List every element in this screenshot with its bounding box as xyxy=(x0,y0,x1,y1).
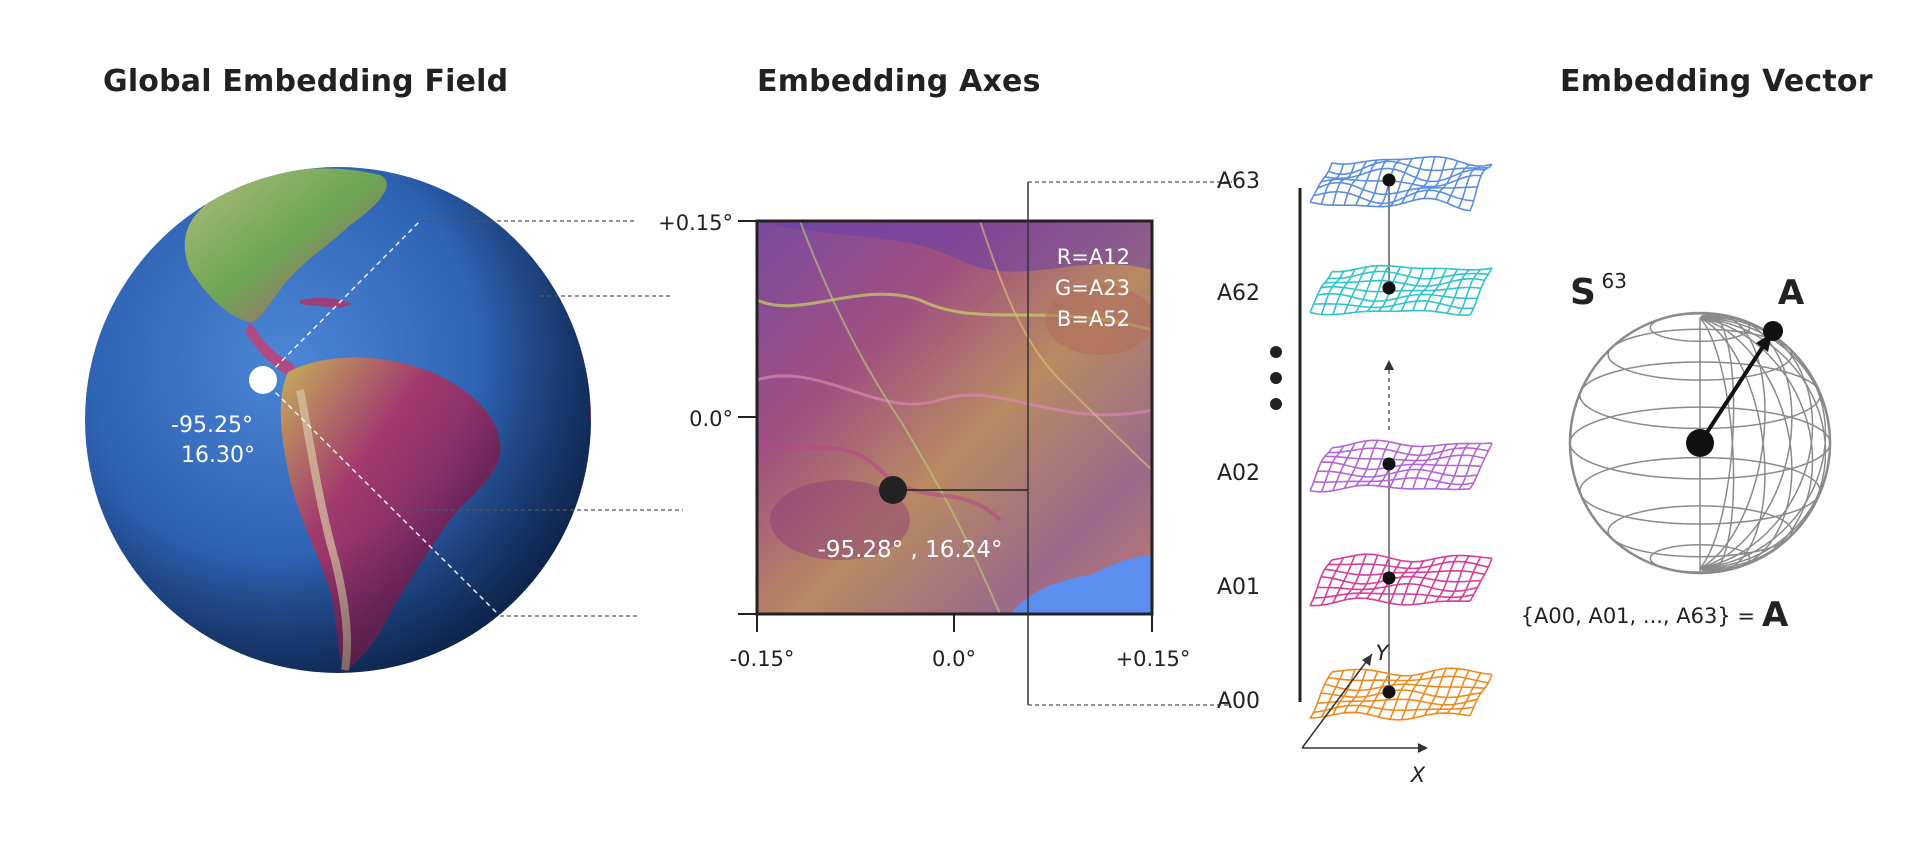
vector-origin-dot xyxy=(1686,429,1714,457)
globe-coord-lat: 16.30° xyxy=(181,443,255,468)
layer-dot-a01 xyxy=(1382,571,1396,585)
stack-y-axis xyxy=(1301,653,1373,749)
rgb-legend-g: G=A23 xyxy=(1055,276,1130,300)
layer-mesh-a01 xyxy=(1309,553,1493,607)
layer-label-a01: A01 xyxy=(1217,575,1260,600)
layer-mesh-a63 xyxy=(1309,155,1493,212)
global-embedding-field-title: Global Embedding Field xyxy=(103,64,509,99)
sphere-longitude-line xyxy=(1699,313,1766,569)
embedding-axes-title: Embedding Axes xyxy=(757,64,1041,99)
point-a-label: A xyxy=(1778,273,1805,313)
axes-point-label: -95.28° , 16.24° xyxy=(818,537,1003,563)
layer-mesh-a02 xyxy=(1309,439,1493,493)
vector-arrow-shaft xyxy=(1698,343,1766,445)
vector-formula-bold: A xyxy=(1762,595,1789,635)
embedding-vector-sphere: S 63 A {A00, A01, ..., A63} = A xyxy=(1521,269,1832,635)
layer-label-a00: A00 xyxy=(1217,689,1260,714)
layer-mesh-a62 xyxy=(1309,264,1493,317)
layer-mesh-a00 xyxy=(1309,667,1493,721)
globe-connector-lines xyxy=(395,220,683,617)
stack-connector-lines xyxy=(1028,181,1232,706)
layer-dot-a62 xyxy=(1382,281,1396,295)
layer-label-a62: A62 xyxy=(1217,281,1260,306)
axis-y-label: Y xyxy=(1376,641,1391,665)
embedding-vector-title: Embedding Vector xyxy=(1560,64,1873,99)
vector-formula: {A00, A01, ..., A63} = xyxy=(1521,604,1755,628)
unit-sphere-outline xyxy=(1568,311,1832,575)
y-tick-top: +0.15° xyxy=(658,211,733,235)
rgb-legend-r: R=A12 xyxy=(1057,245,1130,269)
rgb-legend-b: B=A52 xyxy=(1057,307,1130,331)
globe-coord-lon: -95.25° xyxy=(171,413,253,438)
sphere-longitude-line xyxy=(1699,312,1735,569)
sphere-longitude-line xyxy=(1699,317,1831,569)
globe: -95.25° 16.30° xyxy=(85,167,591,673)
layer-dot-a00 xyxy=(1382,685,1396,699)
axis-x-label: X xyxy=(1410,763,1426,787)
x-tick-left: -0.15° xyxy=(730,647,795,671)
layer-dot-a63 xyxy=(1382,173,1396,187)
sphere-label: S 63 xyxy=(1570,269,1627,313)
ellipsis-dot-1 xyxy=(1270,346,1282,358)
globe-zoom-lines xyxy=(262,220,501,617)
ellipsis-dot-2 xyxy=(1270,372,1282,384)
layer-label-a63: A63 xyxy=(1217,169,1260,194)
x-tick-right: +0.15° xyxy=(1116,647,1191,671)
embedding-layer-stack: A63 A62 A02 A01 A00 Y X xyxy=(1217,155,1493,787)
x-tick-mid: 0.0° xyxy=(932,647,976,671)
vector-point-a xyxy=(1763,321,1783,341)
ellipsis-dot-3 xyxy=(1270,398,1282,410)
layer-label-a02: A02 xyxy=(1217,461,1260,486)
embedding-axes-panel: R=A12 G=A23 B=A52 -95.28° , 16.24° +0.15… xyxy=(658,182,1190,705)
layer-dot-a02 xyxy=(1382,457,1396,471)
axes-point-marker xyxy=(879,476,907,504)
y-tick-mid: 0.0° xyxy=(689,407,733,431)
